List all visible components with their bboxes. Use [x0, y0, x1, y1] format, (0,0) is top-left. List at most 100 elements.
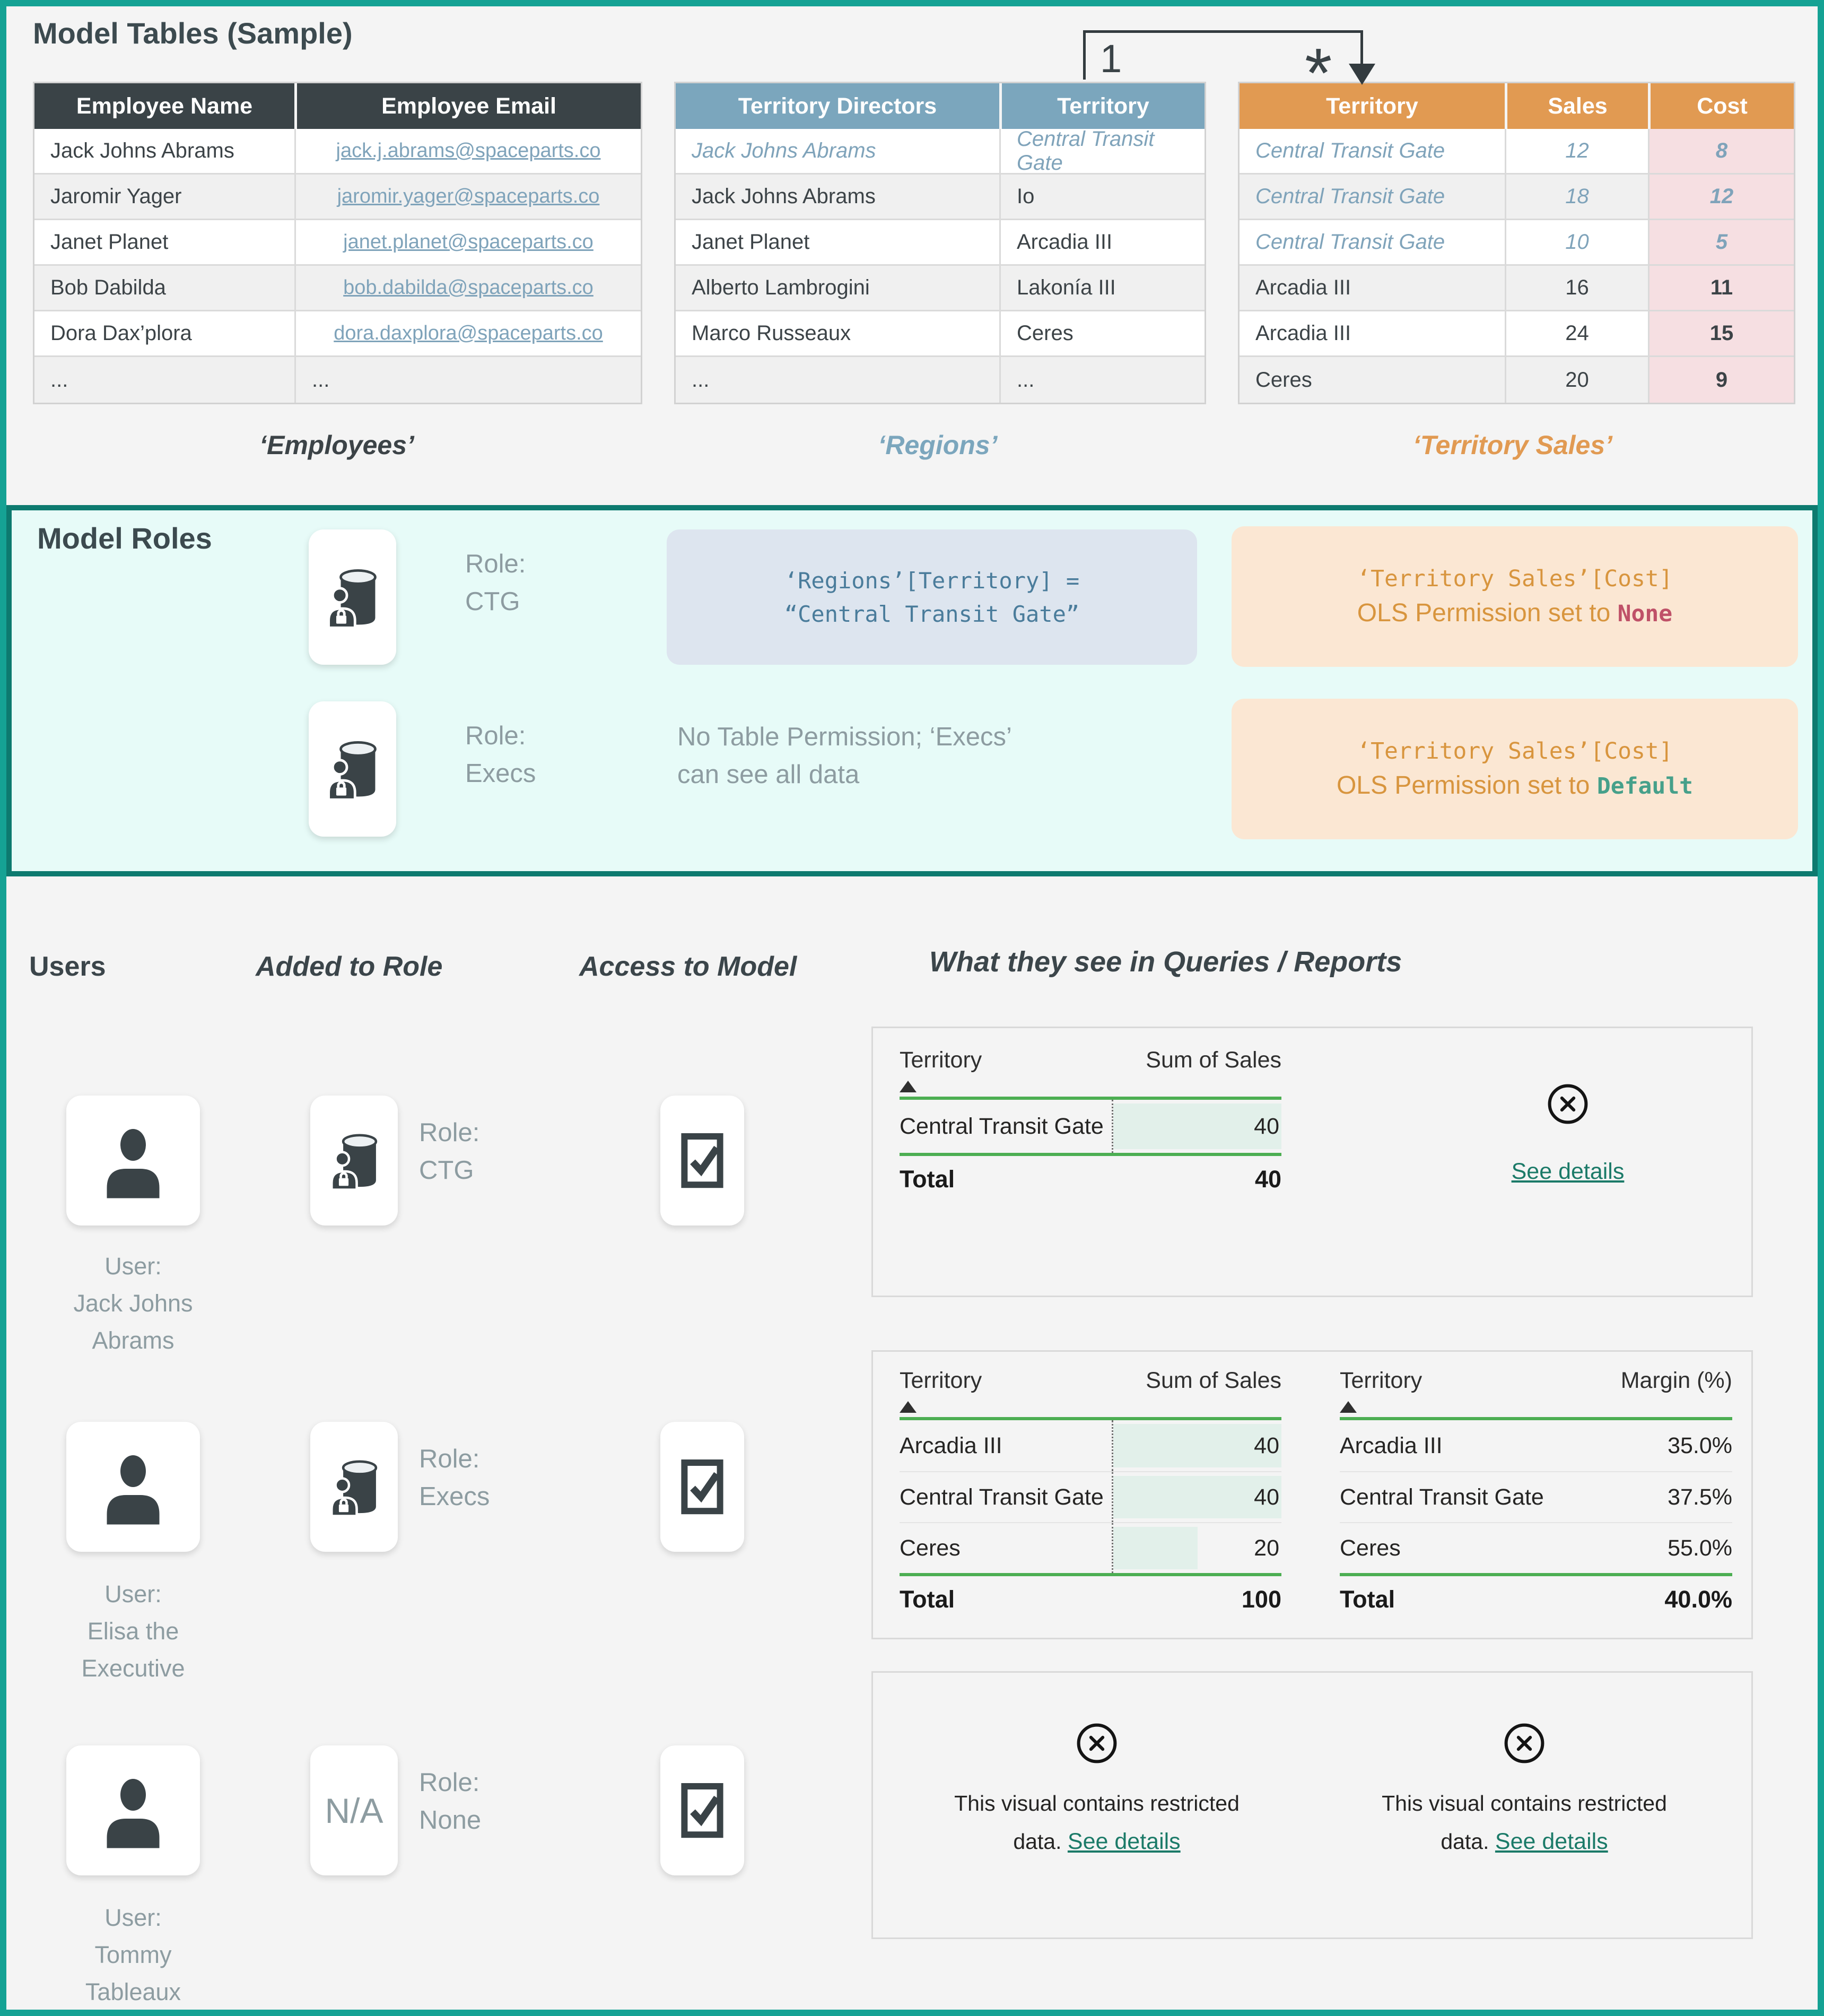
region-territory: Io	[999, 175, 1205, 219]
security-role-icon	[330, 1460, 377, 1518]
table-row-ellipsis: ... ...	[676, 357, 1205, 403]
region-territory: Central Transit Gate	[999, 127, 1205, 175]
sort-ascending-icon[interactable]	[1340, 1401, 1357, 1413]
see-details-link[interactable]: See details	[1067, 1828, 1181, 1854]
ts-cost: 9	[1648, 357, 1794, 403]
report-territory: Ceres	[1340, 1535, 1401, 1561]
role-label: Role:	[419, 1118, 480, 1147]
restricted-visual: This visual contains restricted data. Se…	[1349, 1720, 1699, 1861]
note-line2: can see all data	[677, 760, 860, 789]
restricted-visual: This visual contains restricted data. Se…	[922, 1720, 1272, 1861]
report-value: 40	[1254, 1432, 1279, 1458]
relationship-line	[1360, 30, 1363, 66]
user-label-line: Executive	[81, 1654, 185, 1682]
report-row: Central Transit Gate 40	[900, 1471, 1281, 1522]
employee-email-link[interactable]: jaromir.yager@spaceparts.co	[337, 185, 600, 207]
role-ctg-card	[309, 529, 396, 665]
role-name: CTG	[465, 587, 520, 616]
region-territory: Ceres	[999, 311, 1205, 355]
ols-permission-line: OLS Permission set to None	[1357, 598, 1672, 628]
employee-email-link[interactable]: dora.daxplora@spaceparts.co	[334, 322, 603, 344]
user-tommy-card	[66, 1745, 200, 1875]
ts-territory: Central Transit Gate	[1255, 185, 1445, 208]
restricted-message: This visual contains restricted data. Se…	[1349, 1785, 1699, 1861]
user-label-line: Tommy	[94, 1941, 172, 1968]
report-col-territory: Territory	[1340, 1368, 1422, 1413]
employee-name: Janet Planet	[50, 230, 169, 254]
user-jack-role-text: Role: CTG	[419, 1114, 479, 1189]
report-row: Ceres 20	[900, 1522, 1281, 1573]
employees-header-email: Employee Email	[294, 83, 641, 129]
employee-email-link[interactable]: jack.j.abrams@spaceparts.co	[336, 140, 601, 162]
table-row: Jaromir Yager jaromir.yager@spaceparts.c…	[34, 175, 641, 220]
ellipsis-cell: ...	[692, 368, 710, 392]
circled-x-icon	[1548, 1084, 1588, 1124]
report-col-sales: Sum of Sales	[1146, 1047, 1281, 1073]
note-line1: No Table Permission; ‘Execs’	[677, 723, 1012, 751]
report-value: 40	[1254, 1484, 1279, 1510]
user-label-line: User:	[104, 1580, 162, 1607]
ts-sales: 16	[1505, 266, 1648, 310]
table-divider	[900, 1097, 1281, 1100]
see-details-link[interactable]: See details	[1511, 1159, 1625, 1184]
user-jack-label: User: Jack Johns Abrams	[66, 1248, 200, 1359]
sort-ascending-icon[interactable]	[900, 1081, 917, 1092]
regions-header-directors: Territory Directors	[676, 83, 999, 129]
report-value-cell: 40	[1112, 1100, 1281, 1153]
report-value-cell: 40	[1112, 1420, 1281, 1471]
role-label: Role:	[419, 1768, 480, 1797]
sort-ascending-icon[interactable]	[900, 1401, 917, 1413]
region-director: Jack Johns Abrams	[692, 185, 876, 208]
role-execs-text: Role: Execs	[465, 717, 536, 793]
report-value: 35.0%	[1668, 1432, 1732, 1458]
ts-sales: 10	[1505, 220, 1648, 264]
employee-email-link[interactable]: janet.planet@spaceparts.co	[343, 231, 594, 253]
report-value-cell: 40	[1112, 1472, 1281, 1522]
security-role-icon	[327, 569, 377, 630]
total-label: Total	[900, 1166, 955, 1193]
data-bar	[1113, 1476, 1281, 1518]
report-row: Central Transit Gate 40	[900, 1100, 1281, 1153]
table-divider	[900, 1573, 1281, 1576]
report-table-header: Territory Sum of Sales	[900, 1368, 1281, 1413]
employee-email-link[interactable]: bob.dabilda@spaceparts.co	[343, 276, 594, 299]
user-jack-card	[66, 1096, 200, 1226]
table-row: Alberto Lambrogini Lakonía III	[676, 266, 1205, 311]
table-divider	[900, 1153, 1281, 1156]
user-label-line: User:	[104, 1904, 162, 1931]
user-tommy-role-text: Role: None	[419, 1764, 481, 1839]
checked-checkbox-icon	[681, 1133, 723, 1188]
ts-territory: Arcadia III	[1255, 321, 1351, 345]
total-label: Total	[1340, 1586, 1395, 1613]
model-tables-row: Employee Name Employee Email Jack Johns …	[33, 82, 1795, 404]
security-role-icon	[327, 741, 377, 802]
territory-sales-table: Territory Sales Cost Central Transit Gat…	[1238, 82, 1795, 404]
table-divider	[1340, 1573, 1732, 1576]
table-row: Marco Russeaux Ceres	[676, 311, 1205, 357]
report-value: 40	[1254, 1113, 1279, 1139]
user-label-line: Jack Johns	[73, 1289, 193, 1317]
report-col-territory: Territory	[900, 1368, 982, 1413]
ols-permission-line: OLS Permission set to Default	[1337, 771, 1693, 800]
see-details-link[interactable]: See details	[1495, 1828, 1608, 1854]
employee-email-cell: jaromir.yager@spaceparts.co	[294, 175, 641, 219]
ts-territory: Ceres	[1255, 368, 1312, 392]
report-total-row: Total 100	[900, 1576, 1281, 1623]
execs-sales-table: Territory Sum of Sales Arcadia III 40 Ce…	[900, 1368, 1281, 1623]
role-label: Role:	[419, 1445, 480, 1473]
report-row: Central Transit Gate 37.5%	[1340, 1471, 1732, 1522]
report-col-margin: Margin (%)	[1620, 1368, 1732, 1393]
ts-sales: 24	[1505, 311, 1648, 355]
regions-header: Territory Directors Territory	[676, 83, 1205, 129]
employee-email-cell: bob.dabilda@spaceparts.co	[294, 266, 641, 310]
employees-table-label: ‘Employees’	[259, 430, 414, 460]
table-row: Central Transit Gate 10 5	[1240, 220, 1794, 266]
column-header-access: Access to Model	[579, 951, 797, 982]
data-bar	[1113, 1527, 1198, 1569]
column-header-added-to-role: Added to Role	[256, 951, 443, 982]
employee-name: Jack Johns Abrams	[50, 139, 234, 162]
report-total-row: Total 40.0%	[1340, 1576, 1732, 1623]
ts-sales: 12	[1505, 129, 1648, 173]
table-row: Central Transit Gate 18 12	[1240, 175, 1794, 220]
